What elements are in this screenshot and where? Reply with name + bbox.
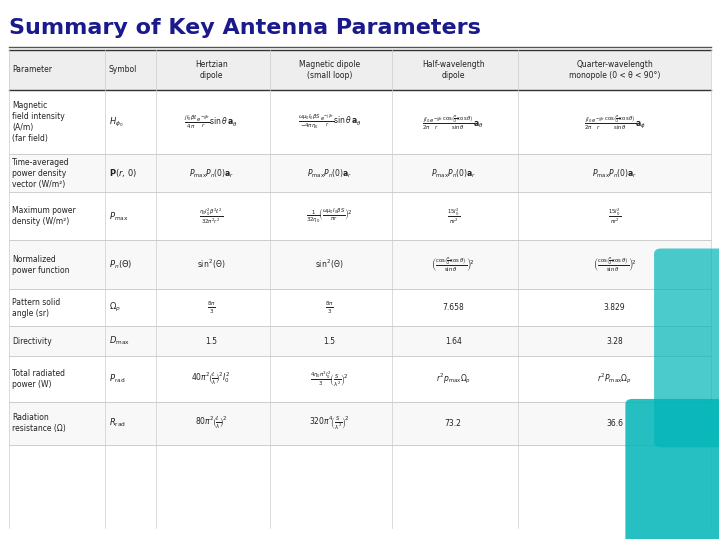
Text: $\left(\frac{\cos\!\left(\frac{\pi}{2}\cos\theta\right)}{\sin\theta}\right)^{\!2: $\left(\frac{\cos\!\left(\frac{\pi}{2}\c…: [593, 255, 636, 274]
Text: $\frac{jI_0}{2\pi}\frac{e^{-j\beta r}}{r}\frac{\cos\!\left(\frac{\pi}{2}\cos\the: $\frac{jI_0}{2\pi}\frac{e^{-j\beta r}}{r…: [584, 113, 646, 132]
Text: 1.5: 1.5: [323, 336, 336, 346]
Bar: [9, 154, 711, 192]
Text: $\frac{jI_0\beta\ell}{4\pi}\frac{e^{-j\beta r}}{r}\sin\theta\,\mathbf{a}_\theta$: $\frac{jI_0\beta\ell}{4\pi}\frac{e^{-j\b…: [184, 113, 238, 131]
Text: Normalized
power function: Normalized power function: [12, 254, 70, 275]
Text: Magnetic dipole
(small loop): Magnetic dipole (small loop): [299, 60, 360, 79]
Bar: [9, 356, 711, 402]
Text: $\frac{15I_0^2}{\pi r^2}$: $\frac{15I_0^2}{\pi r^2}$: [446, 206, 460, 226]
Text: Maximum power
density (W/m²): Maximum power density (W/m²): [12, 206, 76, 226]
Text: $\frac{15I_0^2}{\pi r^2}$: $\frac{15I_0^2}{\pi r^2}$: [608, 206, 621, 226]
Text: Half-wavelength
dipole: Half-wavelength dipole: [422, 60, 485, 79]
Text: $P_n(\Theta)$: $P_n(\Theta)$: [109, 258, 132, 271]
Text: $D_{\max}$: $D_{\max}$: [109, 335, 130, 347]
Text: Total radiated
power (W): Total radiated power (W): [12, 369, 65, 389]
Text: $\frac{\eta_0 I_0^2\beta^2\ell^2}{32\pi^2 r^2}$: $\frac{\eta_0 I_0^2\beta^2\ell^2}{32\pi^…: [199, 206, 223, 226]
Text: Hertzian
dipole: Hertzian dipole: [195, 60, 228, 79]
Text: 3.829: 3.829: [604, 303, 626, 312]
Bar: [9, 240, 711, 289]
Text: $\frac{4\eta_0\pi^3 I_0^2}{3}\!\left(\frac{S}{\lambda^2}\right)^{\!2}$: $\frac{4\eta_0\pi^3 I_0^2}{3}\!\left(\fr…: [310, 369, 348, 389]
Text: Directivity: Directivity: [12, 336, 52, 346]
Text: $\sin^2(\Theta)$: $\sin^2(\Theta)$: [315, 258, 344, 271]
Text: $\frac{\omega\mu_0 I_0\beta S}{-4\pi\eta_0}\frac{e^{-j\beta r}}{r}\sin\theta\,\m: $\frac{\omega\mu_0 I_0\beta S}{-4\pi\eta…: [298, 113, 361, 131]
Bar: [9, 192, 711, 240]
Text: $\left(\frac{\cos\!\left(\frac{\pi}{2}\cos\theta\right)}{\sin\theta}\right)^{\!2: $\left(\frac{\cos\!\left(\frac{\pi}{2}\c…: [431, 255, 475, 274]
Text: Symbol: Symbol: [109, 65, 138, 75]
Text: 1.64: 1.64: [445, 336, 462, 346]
Text: $P_{\max}P_n(0)\mathbf{a}_r$: $P_{\max}P_n(0)\mathbf{a}_r$: [431, 167, 476, 179]
Text: $80\pi^2\!\left(\frac{\ell}{\lambda}\right)^{\!2}$: $80\pi^2\!\left(\frac{\ell}{\lambda}\rig…: [195, 415, 228, 431]
Text: Magnetic
field intensity
(A/m)
(far field): Magnetic field intensity (A/m) (far fiel…: [12, 101, 65, 144]
Text: $P_{\max}P_n(0)\mathbf{a}_r$: $P_{\max}P_n(0)\mathbf{a}_r$: [307, 167, 352, 179]
Text: $P_{\rm rad}$: $P_{\rm rad}$: [109, 373, 125, 385]
Text: $r^2 P_{\max}\Omega_p$: $r^2 P_{\max}\Omega_p$: [597, 372, 632, 386]
Text: Summary of Key Antenna Parameters: Summary of Key Antenna Parameters: [9, 17, 480, 37]
Text: $\frac{8\pi}{3}$: $\frac{8\pi}{3}$: [207, 300, 215, 316]
Text: Quarter-wavelength
monopole (0 < θ < 90°): Quarter-wavelength monopole (0 < θ < 90°…: [569, 60, 660, 79]
Text: $\frac{8\pi}{3}$: $\frac{8\pi}{3}$: [325, 300, 334, 316]
Text: $\frac{1}{32\eta_0}\!\left(\frac{\omega\mu_0 I_0\beta S}{\pi r}\right)^{\!2}$: $\frac{1}{32\eta_0}\!\left(\frac{\omega\…: [307, 207, 353, 225]
Text: $P_{\max}P_n(0)\mathbf{a}_r$: $P_{\max}P_n(0)\mathbf{a}_r$: [592, 167, 637, 179]
Bar: [9, 90, 711, 154]
Text: 3.28: 3.28: [606, 336, 623, 346]
Text: $P_{\max}$: $P_{\max}$: [109, 210, 129, 222]
Bar: [9, 402, 711, 444]
FancyBboxPatch shape: [654, 248, 720, 447]
Text: 36.6: 36.6: [606, 418, 623, 428]
Bar: [9, 326, 711, 356]
FancyBboxPatch shape: [626, 399, 720, 540]
Bar: [9, 289, 711, 326]
Text: $320\pi^4\!\left(\frac{S}{\lambda^2}\right)^{\!2}$: $320\pi^4\!\left(\frac{S}{\lambda^2}\rig…: [309, 415, 350, 431]
Text: $\sin^2(\Theta)$: $\sin^2(\Theta)$: [197, 258, 226, 271]
Text: $P_{\max}P_n(0)\mathbf{a}_r$: $P_{\max}P_n(0)\mathbf{a}_r$: [189, 167, 234, 179]
Bar: [9, 50, 711, 90]
Text: 1.5: 1.5: [205, 336, 217, 346]
Text: 7.658: 7.658: [442, 303, 464, 312]
Text: $R_{\rm rad}$: $R_{\rm rad}$: [109, 417, 126, 429]
Text: $H_{\phi_0}$: $H_{\phi_0}$: [109, 116, 124, 129]
Text: Parameter: Parameter: [12, 65, 52, 75]
Text: $\mathbf{P}(r,\,0)$: $\mathbf{P}(r,\,0)$: [109, 167, 138, 179]
Text: Radiation
resistance (Ω): Radiation resistance (Ω): [12, 413, 66, 433]
Text: $\Omega_p$: $\Omega_p$: [109, 301, 121, 314]
Text: 73.2: 73.2: [445, 418, 462, 428]
Text: Pattern solid
angle (sr): Pattern solid angle (sr): [12, 298, 60, 318]
Text: Time-averaged
power density
vector (W/m²): Time-averaged power density vector (W/m²…: [12, 158, 70, 189]
Text: $\frac{jI_0}{2\pi}\frac{e^{-j\beta r}}{r}\frac{\cos\!\left(\frac{\pi}{2}\cos\the: $\frac{jI_0}{2\pi}\frac{e^{-j\beta r}}{r…: [423, 113, 484, 132]
Text: $r^2 p_{\max}\Omega_p$: $r^2 p_{\max}\Omega_p$: [436, 372, 471, 386]
Text: $40\pi^2\!\left(\frac{\ell}{\lambda}\right)^{\!2}I_0^2$: $40\pi^2\!\left(\frac{\ell}{\lambda}\rig…: [192, 370, 231, 387]
